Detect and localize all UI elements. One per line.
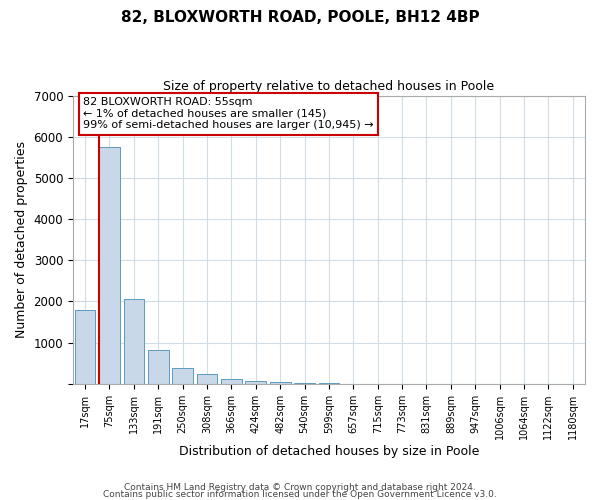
Text: Contains public sector information licensed under the Open Government Licence v3: Contains public sector information licen… — [103, 490, 497, 499]
Title: Size of property relative to detached houses in Poole: Size of property relative to detached ho… — [163, 80, 494, 93]
Text: 82, BLOXWORTH ROAD, POOLE, BH12 4BP: 82, BLOXWORTH ROAD, POOLE, BH12 4BP — [121, 10, 479, 25]
Bar — [245, 381, 266, 384]
Bar — [197, 374, 217, 384]
Bar — [172, 368, 193, 384]
Y-axis label: Number of detached properties: Number of detached properties — [15, 141, 28, 338]
Bar — [75, 310, 95, 384]
Bar — [221, 379, 242, 384]
Bar — [124, 300, 144, 384]
Bar — [270, 382, 290, 384]
X-axis label: Distribution of detached houses by size in Poole: Distribution of detached houses by size … — [179, 444, 479, 458]
Bar — [148, 350, 169, 384]
Text: 82 BLOXWORTH ROAD: 55sqm
← 1% of detached houses are smaller (145)
99% of semi-d: 82 BLOXWORTH ROAD: 55sqm ← 1% of detache… — [83, 97, 374, 130]
Bar — [294, 383, 315, 384]
Text: Contains HM Land Registry data © Crown copyright and database right 2024.: Contains HM Land Registry data © Crown c… — [124, 484, 476, 492]
Bar — [99, 147, 120, 384]
